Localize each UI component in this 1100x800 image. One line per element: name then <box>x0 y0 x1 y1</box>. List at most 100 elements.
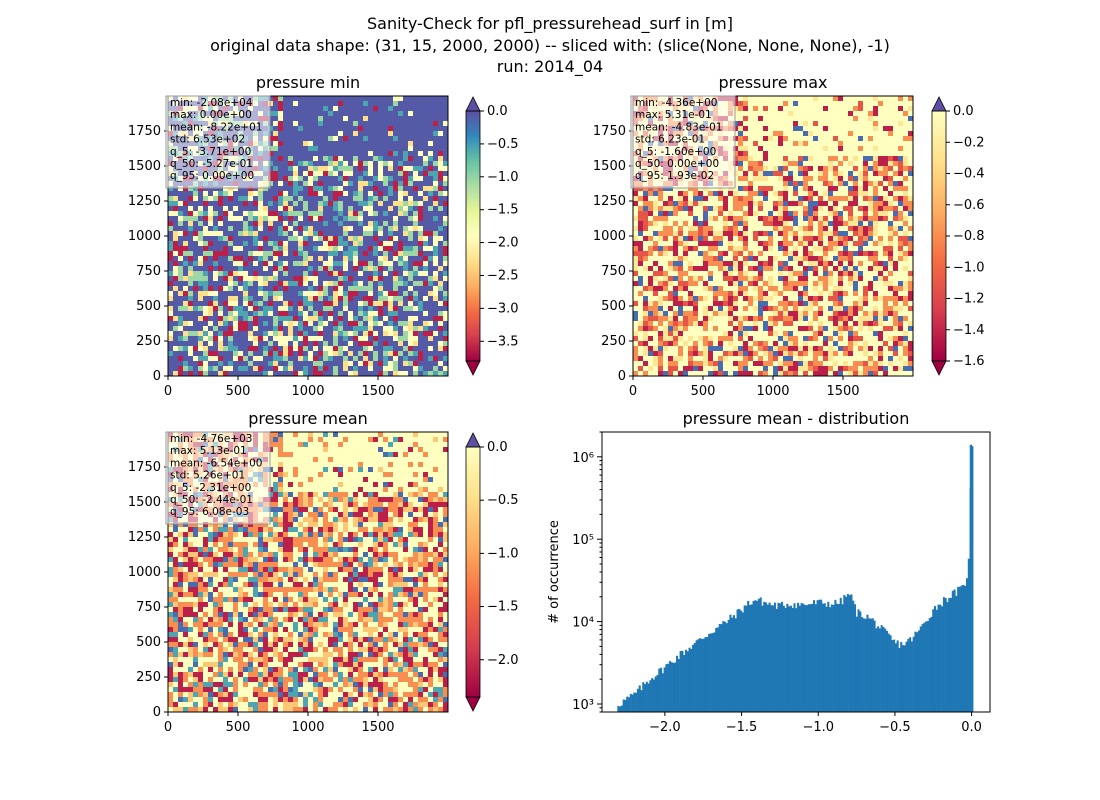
heatmap-cell <box>748 201 754 207</box>
heatmap-cell <box>738 206 744 212</box>
heatmap-cell <box>333 271 339 277</box>
heatmap-cell <box>168 266 174 272</box>
heatmap-cell <box>793 96 799 102</box>
heatmap-cell <box>768 141 774 147</box>
heatmap-cell <box>443 366 448 372</box>
heatmap-cell <box>773 236 779 242</box>
heatmap-cell <box>258 206 264 212</box>
heatmap-cell <box>758 111 764 117</box>
heatmap-cell <box>893 166 899 172</box>
heatmap-cell <box>398 311 404 317</box>
heatmap-cell <box>878 201 884 207</box>
heatmap-cell <box>218 306 224 312</box>
heatmap-cell <box>438 226 444 232</box>
heatmap-cell <box>648 211 654 217</box>
heatmap-cell <box>248 286 254 292</box>
heatmap-cell <box>723 221 729 227</box>
heatmap-cell <box>843 121 849 127</box>
heatmap-cell <box>373 211 379 217</box>
heatmap-cell <box>728 191 734 197</box>
heatmap-cell <box>173 216 179 222</box>
heatmap-cell <box>173 311 179 317</box>
heatmap-cell <box>868 216 874 222</box>
heatmap-cell <box>298 161 304 167</box>
heatmap-cell <box>178 196 184 202</box>
heatmap-cell <box>298 166 304 172</box>
heatmap-cell <box>248 341 254 347</box>
heatmap-cell <box>398 176 404 182</box>
heatmap-cell <box>823 126 829 132</box>
heatmap-cell <box>363 316 369 322</box>
heatmap-cell <box>418 251 424 257</box>
heatmap-cell <box>293 281 299 287</box>
heatmap-cell <box>373 191 379 197</box>
heatmap-cell <box>808 146 814 152</box>
heatmap-cell <box>423 261 429 267</box>
heatmap-cell <box>743 121 749 127</box>
heatmap-cell <box>723 251 729 257</box>
heatmap-cell <box>428 371 434 376</box>
heatmap-cell <box>388 361 394 367</box>
heatmap-cell <box>398 231 404 237</box>
heatmap-cell <box>778 96 784 102</box>
heatmap-cell <box>798 161 804 167</box>
heatmap-cell <box>278 191 284 197</box>
heatmap-cell <box>423 346 429 352</box>
heatmap-cell <box>363 111 369 117</box>
heatmap-cell <box>718 241 724 247</box>
heatmap-cell <box>263 326 269 332</box>
heatmap-cell <box>323 201 329 207</box>
heatmap-cell <box>283 146 289 152</box>
heatmap-cell <box>638 216 644 222</box>
heatmap-cell <box>343 251 349 257</box>
heatmap-cell <box>843 101 849 107</box>
heatmap-cell <box>228 276 234 282</box>
heatmap-cell <box>343 351 349 357</box>
heatmap-cell <box>283 96 289 102</box>
heatmap-cell <box>293 301 299 307</box>
heatmap-cell <box>868 156 874 162</box>
heatmap-cell <box>688 206 694 212</box>
heatmap-cell <box>788 231 794 237</box>
heatmap-cell <box>288 361 294 367</box>
heatmap-cell <box>223 366 229 372</box>
heatmap-cell <box>723 241 729 247</box>
heatmap-cell <box>438 101 444 107</box>
heatmap-cell <box>678 186 684 192</box>
heatmap-cell <box>178 326 184 332</box>
heatmap-cell <box>353 326 359 332</box>
heatmap-cell <box>253 311 259 317</box>
panel-pressure-max: pressure max 0 500 1000 1500 02505007501000… <box>593 73 985 399</box>
heatmap-cell <box>283 351 289 357</box>
heatmap-cell <box>173 221 179 227</box>
heatmap-cell <box>223 311 229 317</box>
heatmap-cell <box>828 161 834 167</box>
heatmap-cell <box>818 231 824 237</box>
heatmap-cell <box>208 201 214 207</box>
heatmap-cell <box>423 341 429 347</box>
heatmap-cell <box>733 176 739 182</box>
heatmap-cell <box>398 371 404 376</box>
heatmap-cell <box>268 246 274 252</box>
heatmap-cell <box>298 141 304 147</box>
heatmap-cell <box>403 121 409 127</box>
heatmap-cell <box>418 191 424 197</box>
heatmap-cell <box>443 231 448 237</box>
heatmap-cell <box>878 96 884 102</box>
heatmap-cell <box>743 136 749 142</box>
heatmap-cell <box>338 126 344 132</box>
heatmap-cell <box>828 106 834 112</box>
heatmap-cell <box>873 121 879 127</box>
heatmap-cell <box>393 236 399 242</box>
heatmap-cell <box>388 96 394 102</box>
heatmap-cell <box>368 106 374 112</box>
heatmap-cell <box>368 206 374 212</box>
heatmap-cell <box>768 186 774 192</box>
heatmap-cell <box>698 246 704 252</box>
heatmap-cell <box>233 211 239 217</box>
heatmap-cell <box>198 361 204 367</box>
heatmap-cell <box>388 141 394 147</box>
heatmap-cell <box>893 136 899 142</box>
heatmap-cell <box>363 186 369 192</box>
heatmap-cell <box>173 296 179 302</box>
